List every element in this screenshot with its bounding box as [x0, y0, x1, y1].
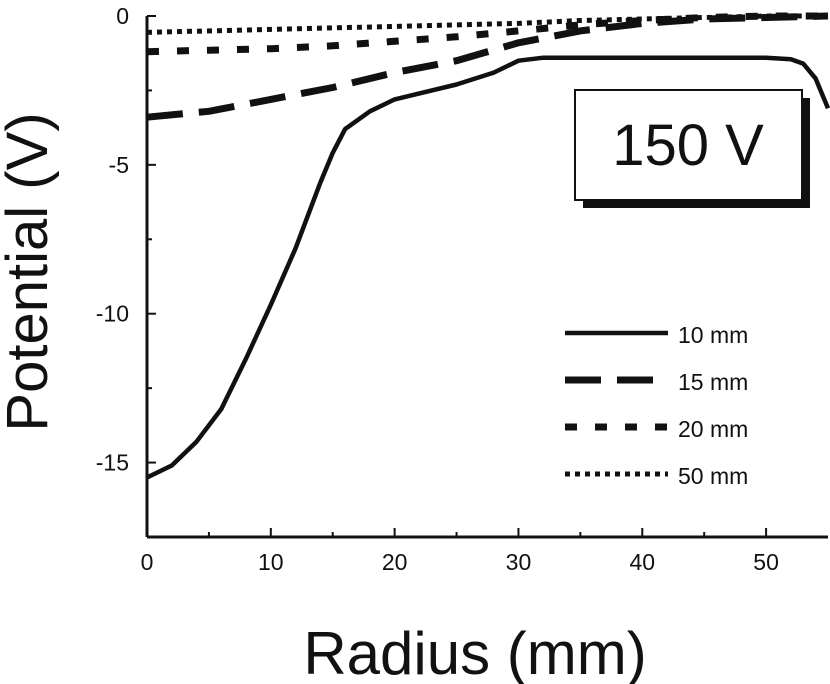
series-layer [146, 12, 830, 480]
legend-label: 20 mm [678, 416, 748, 442]
annotation-box: 150 V [574, 89, 810, 208]
y-tick-label: 0 [116, 3, 129, 29]
ticks: 0 10 20 30 40 50 0 -5 -10 -15 [96, 3, 779, 575]
series-line-1 [146, 55, 830, 480]
x-tick-label: 0 [141, 549, 154, 575]
x-tick-label: 40 [629, 549, 655, 575]
x-tick-label: 10 [258, 549, 284, 575]
x-tick-label: 20 [382, 549, 408, 575]
x-tick-label: 30 [506, 549, 532, 575]
y-tick-label: -10 [96, 301, 129, 327]
series-line-2 [146, 12, 829, 121]
y-tick-label: -15 [96, 450, 129, 476]
annotation-label: 150 V [612, 113, 764, 178]
series-line-3 [146, 12, 828, 56]
axes [145, 16, 828, 539]
y-axis-title: Potential (V) [0, 112, 60, 431]
x-tick-label: 50 [753, 549, 779, 575]
legend-label: 50 mm [678, 463, 748, 489]
legend-label: 15 mm [678, 369, 748, 395]
annotation-frame [574, 89, 803, 201]
legend: 10 mm 15 mm 20 mm 50 mm [565, 322, 748, 489]
legend-label: 10 mm [678, 322, 748, 348]
y-tick-label: -5 [109, 152, 129, 178]
x-axis-title: Radius (mm) [303, 620, 646, 684]
series-line-4 [146, 13, 828, 35]
